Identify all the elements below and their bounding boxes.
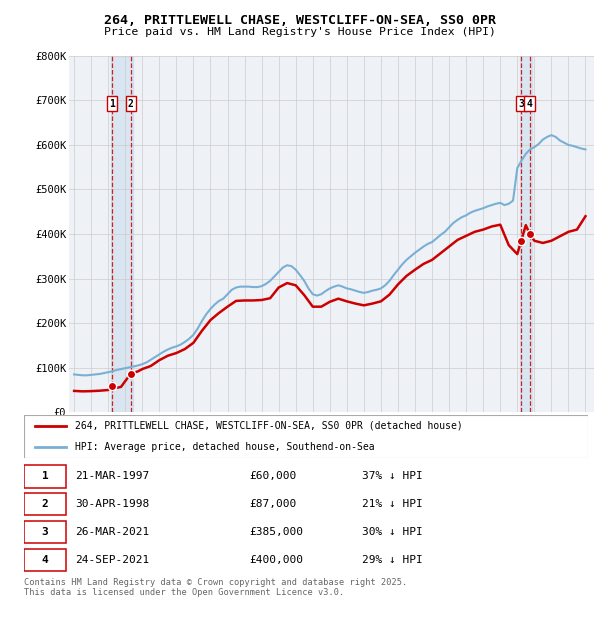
FancyBboxPatch shape (24, 493, 66, 515)
FancyBboxPatch shape (24, 415, 588, 458)
Text: 2: 2 (42, 498, 49, 509)
Text: £60,000: £60,000 (250, 471, 297, 481)
Bar (110, 56, 133, 412)
Text: 1: 1 (42, 471, 49, 481)
Text: Contains HM Land Registry data © Crown copyright and database right 2025.
This d: Contains HM Land Registry data © Crown c… (24, 578, 407, 597)
Text: 29% ↓ HPI: 29% ↓ HPI (362, 554, 423, 565)
Text: 26-MAR-2021: 26-MAR-2021 (75, 526, 149, 537)
Text: 4: 4 (42, 554, 49, 565)
Text: 21-MAR-1997: 21-MAR-1997 (75, 471, 149, 481)
FancyBboxPatch shape (24, 549, 66, 571)
Text: 30% ↓ HPI: 30% ↓ HPI (362, 526, 423, 537)
Text: 3: 3 (518, 99, 524, 109)
Text: 264, PRITTLEWELL CHASE, WESTCLIFF-ON-SEA, SS0 0PR (detached house): 264, PRITTLEWELL CHASE, WESTCLIFF-ON-SEA… (75, 421, 463, 431)
Text: 21% ↓ HPI: 21% ↓ HPI (362, 498, 423, 509)
Bar (520, 56, 532, 412)
Text: 24-SEP-2021: 24-SEP-2021 (75, 554, 149, 565)
FancyBboxPatch shape (24, 521, 66, 543)
Text: 30-APR-1998: 30-APR-1998 (75, 498, 149, 509)
Text: 1: 1 (109, 99, 115, 109)
Text: 37% ↓ HPI: 37% ↓ HPI (362, 471, 423, 481)
Text: £385,000: £385,000 (250, 526, 304, 537)
Text: 264, PRITTLEWELL CHASE, WESTCLIFF-ON-SEA, SS0 0PR: 264, PRITTLEWELL CHASE, WESTCLIFF-ON-SEA… (104, 14, 496, 27)
Text: Price paid vs. HM Land Registry's House Price Index (HPI): Price paid vs. HM Land Registry's House … (104, 27, 496, 37)
Text: 4: 4 (527, 99, 533, 109)
FancyBboxPatch shape (24, 465, 66, 487)
Text: HPI: Average price, detached house, Southend-on-Sea: HPI: Average price, detached house, Sout… (75, 442, 374, 452)
Text: 3: 3 (42, 526, 49, 537)
Text: £400,000: £400,000 (250, 554, 304, 565)
Text: 2: 2 (128, 99, 134, 109)
Text: £87,000: £87,000 (250, 498, 297, 509)
